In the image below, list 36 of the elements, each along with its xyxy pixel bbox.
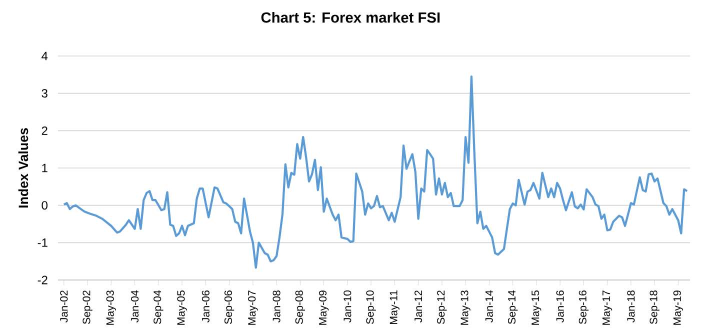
x-tick-label: Sep-10 [366,290,376,324]
x-tick-label: May-17 [602,290,612,325]
x-tick-label: Jan-02 [60,290,68,322]
x-tick-label: Jan-12 [414,290,422,322]
x-tick-label: Jan-14 [485,290,493,322]
x-tick-label: May-15 [532,290,542,325]
x-tick-label: May-07 [248,290,258,325]
x-tick-label: May-11 [390,290,400,324]
y-tick-label: 3 [42,89,48,98]
y-tick-label: 0 [42,201,48,210]
x-tick-label: May-09 [318,290,329,325]
x-tick-label: May-05 [177,290,187,325]
y-axis-title: Index Values [18,128,28,208]
x-tick-label: Sep-12 [437,290,447,324]
x-tick-label: Jan-04 [131,290,139,322]
x-tick-label: Sep-14 [508,290,518,324]
x-tick-label: Sep-02 [82,290,92,324]
x-tick-label: Sep-06 [224,290,234,324]
x-tick-label: May-03 [106,290,116,325]
x-tick-label: May-19 [673,290,684,325]
y-tick-label: -1 [38,238,48,247]
x-tick-label: Jan-18 [627,290,635,322]
x-tick-label: Sep-04 [154,290,164,324]
x-tick-label: Jan-16 [556,290,564,322]
chart-title: Chart 5: Forex market FSI [261,12,440,23]
x-tick-label: May-13 [460,290,470,325]
y-tick-label: 1 [42,164,48,172]
x-tick-label: Jan-10 [344,290,352,322]
x-tick-label: Sep-18 [650,290,660,324]
x-tick-label: Sep-16 [578,290,589,324]
x-tick-label: Jan-06 [202,290,210,322]
y-tick-label: -2 [38,276,48,284]
x-tick-label: Sep-08 [295,290,306,324]
y-tick-label: 4 [42,52,48,60]
x-tick-label: Jan-08 [272,290,280,322]
y-tick-label: 2 [42,126,48,135]
